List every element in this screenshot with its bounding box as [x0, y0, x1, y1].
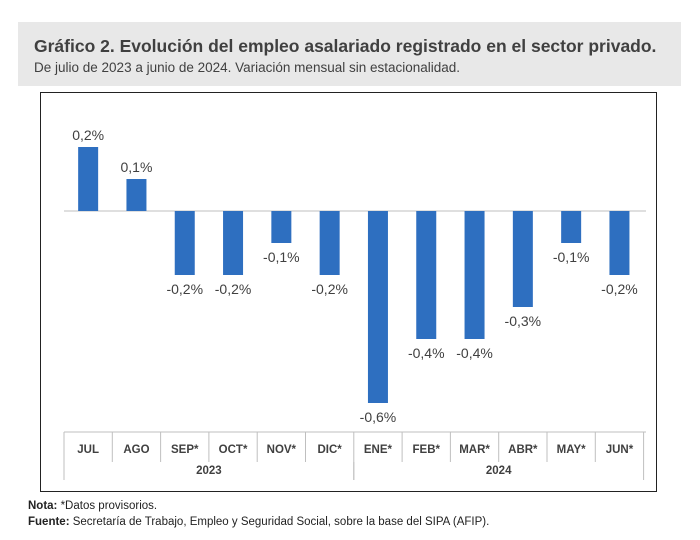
- category-label: MAR*: [459, 444, 490, 456]
- bar-dic: [319, 211, 340, 275]
- data-label: -0,6%: [360, 409, 397, 425]
- category-label: JUL: [77, 444, 99, 456]
- bar-ene: [367, 211, 388, 403]
- bar-ago: [126, 179, 147, 211]
- category-label: AGO: [123, 444, 149, 456]
- bar-jul: [78, 147, 99, 211]
- category-label: JUN*: [606, 444, 634, 456]
- category-label: OCT*: [219, 444, 248, 456]
- year-label-2024: 2024: [486, 465, 512, 477]
- category-label: SEP*: [171, 444, 199, 456]
- data-label: -0,3%: [505, 313, 542, 329]
- year-label-2023: 2023: [196, 465, 222, 477]
- data-label: 0,1%: [120, 159, 152, 175]
- category-label: ABR*: [508, 444, 538, 456]
- data-label: -0,1%: [263, 249, 300, 265]
- bar-mar: [464, 211, 485, 339]
- chart-frame: [40, 92, 657, 492]
- category-label: DIC*: [318, 444, 343, 456]
- data-label: -0,4%: [408, 345, 445, 361]
- category-label: MAY*: [557, 444, 586, 456]
- source-line: Fuente: Secretaría de Trabajo, Empleo y …: [28, 516, 489, 528]
- data-label: -0,2%: [166, 281, 203, 297]
- bar-may: [561, 211, 582, 243]
- category-label: ENE*: [364, 444, 393, 456]
- category-label: NOV*: [267, 444, 297, 456]
- note-text: *Datos provisorios.: [57, 500, 158, 512]
- bar-feb: [416, 211, 437, 339]
- data-label: -0,1%: [553, 249, 590, 265]
- bar-oct: [223, 211, 244, 275]
- category-label: FEB*: [413, 444, 441, 456]
- bar-sep: [174, 211, 195, 275]
- data-label: 0,2%: [72, 127, 104, 143]
- note-label: Nota:: [28, 500, 58, 512]
- chart-header: Gráfico 2. Evolución del empleo asalaria…: [18, 22, 681, 86]
- data-label: -0,2%: [215, 281, 252, 297]
- data-label: -0,2%: [601, 281, 638, 297]
- bar-jun: [609, 211, 630, 275]
- chart-title: Gráfico 2. Evolución del empleo asalaria…: [34, 36, 657, 56]
- source-text: Secretaría de Trabajo, Empleo y Segurida…: [69, 516, 490, 528]
- bar-nov: [271, 211, 292, 243]
- data-label: -0,4%: [456, 345, 493, 361]
- source-label: Fuente:: [28, 516, 70, 528]
- bar-abr: [512, 211, 533, 307]
- note-line: Nota: *Datos provisorios.: [28, 500, 157, 512]
- chart-subtitle: De julio de 2023 a junio de 2024. Variac…: [34, 60, 461, 75]
- data-label: -0,2%: [311, 281, 348, 297]
